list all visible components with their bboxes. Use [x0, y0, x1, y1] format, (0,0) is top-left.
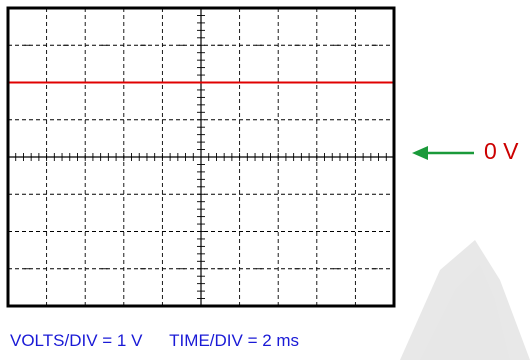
left-arrow-icon: [412, 146, 474, 160]
background-watermark: [400, 240, 530, 360]
oscilloscope-screen: [6, 6, 396, 308]
screen-border: [6, 6, 396, 308]
time-per-div-label: TIME/DIV = 2 ms: [169, 331, 300, 350]
watermark-shape-highlight: [420, 265, 510, 360]
volts-per-div-label: VOLTS/DIV = 1 V: [10, 331, 143, 350]
scope-settings: VOLTS/DIV = 1 V TIME/DIV = 2 ms: [10, 331, 299, 351]
zero-volt-reference-label: 0 V: [484, 138, 519, 164]
center-axis-ticks: [7, 7, 395, 307]
